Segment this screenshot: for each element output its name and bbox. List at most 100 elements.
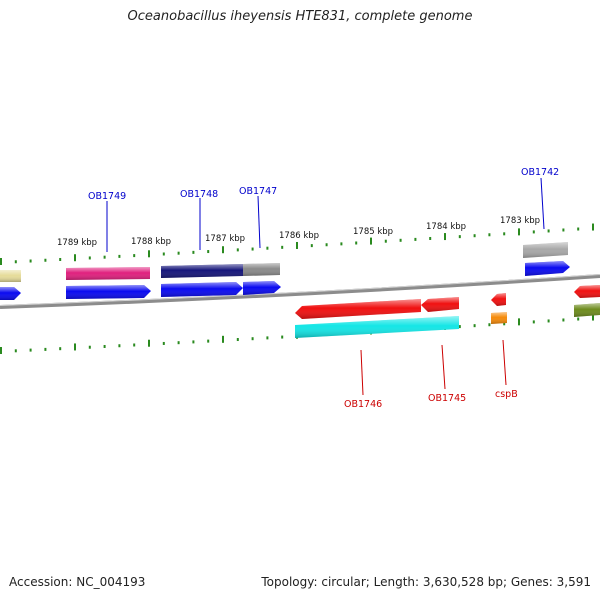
major-tick [0,347,2,354]
minor-tick [236,338,239,342]
major-tick [222,246,224,254]
minor-tick [14,260,17,264]
minor-tick [236,248,239,252]
minor-tick [355,241,358,245]
kbp-label: 1788 kbp [131,237,171,247]
genome-backbone-highlight [0,274,600,306]
gene-label-ob1742[interactable]: OB1742 [521,167,559,178]
minor-tick [503,232,506,236]
minor-tick [29,259,32,263]
minor-tick [266,336,269,340]
minor-tick [473,234,476,238]
kbp-label: 1785 kbp [353,227,393,237]
minor-tick [532,230,535,234]
minor-tick [266,246,269,250]
genome-title: Oceanobacillus iheyensis HTE831, complet… [127,9,473,24]
major-tick [0,258,2,265]
minor-tick [29,348,32,352]
major-tick [74,254,76,262]
gene-label-ob1746[interactable]: OB1746 [344,399,382,410]
reverse-gene-labels: OB1746 OB1745 cspB [344,389,518,410]
minor-tick [14,349,17,353]
minor-tick [44,347,47,351]
kbp-labels: 1789 kbp 1788 kbp 1787 kbp 1786 kbp 1785… [57,216,540,248]
forward-strand-features[interactable] [0,242,570,300]
minor-tick [59,257,62,261]
minor-tick [577,317,580,321]
minor-tick [177,341,180,345]
minor-tick [162,341,165,345]
kbp-label: 1783 kbp [500,216,540,226]
gene-label-ob1749[interactable]: OB1749 [88,191,126,202]
minor-tick [562,318,565,322]
reverse-gene-callouts [360,339,507,396]
minor-tick [192,340,195,344]
outer-scale-ticks [0,223,594,265]
gene-label-ob1747[interactable]: OB1747 [239,186,277,197]
minor-tick [59,347,62,351]
minor-tick [458,325,461,329]
minor-tick [577,227,580,231]
major-tick [148,250,150,258]
minor-tick [207,250,210,254]
minor-tick [192,250,195,254]
minor-tick [281,245,284,249]
minor-tick [251,337,254,341]
genome-backbone [0,274,600,309]
forward-gene-labels: OB1749 OB1748 OB1747 OB1742 [88,167,559,202]
callout-line [441,344,446,390]
major-tick [296,241,298,249]
gene-label-ob1748[interactable]: OB1748 [180,189,218,200]
minor-tick [429,236,432,240]
minor-tick [532,320,535,324]
kbp-label: 1787 kbp [205,234,245,244]
minor-tick [414,237,417,241]
minor-tick [310,244,313,248]
kbp-label: 1786 kbp [279,231,319,241]
minor-tick [133,343,136,347]
minor-tick [325,243,328,247]
major-tick [592,313,594,321]
accession-info: Accession: NC_004193 [9,575,146,589]
reverse-strand-features[interactable] [295,285,600,338]
major-tick [444,233,446,241]
major-tick [518,228,520,236]
gene-label-ob1745[interactable]: OB1745 [428,393,466,404]
minor-tick [103,255,106,259]
minor-tick [547,319,550,323]
minor-tick [503,322,506,326]
callout-line [360,349,364,396]
gene-label-cspb[interactable]: cspB [495,389,518,400]
major-tick [518,318,520,326]
minor-tick [473,324,476,328]
major-tick [222,335,224,343]
callout-line [502,339,507,386]
kbp-label: 1784 kbp [426,222,466,232]
minor-tick [458,235,461,239]
minor-tick [384,239,387,243]
callout-line [257,195,261,249]
minor-tick [340,242,343,246]
minor-tick [88,256,91,260]
major-tick [370,237,372,245]
major-tick [148,339,150,347]
minor-tick [488,233,491,237]
topology-info: Topology: circular; Length: 3,630,528 bp… [261,575,591,589]
minor-tick [177,251,180,255]
minor-tick [547,229,550,233]
minor-tick [562,228,565,232]
minor-tick [118,254,121,258]
callout-line [540,177,545,230]
minor-tick [103,344,106,348]
major-tick [592,223,594,231]
minor-tick [488,323,491,327]
kbp-label: 1789 kbp [57,238,97,248]
forward-gene-callouts [106,177,545,252]
minor-tick [207,339,210,343]
minor-tick [281,335,284,339]
major-tick [74,343,76,351]
minor-tick [162,252,165,256]
minor-tick [88,345,91,349]
minor-tick [399,238,402,242]
